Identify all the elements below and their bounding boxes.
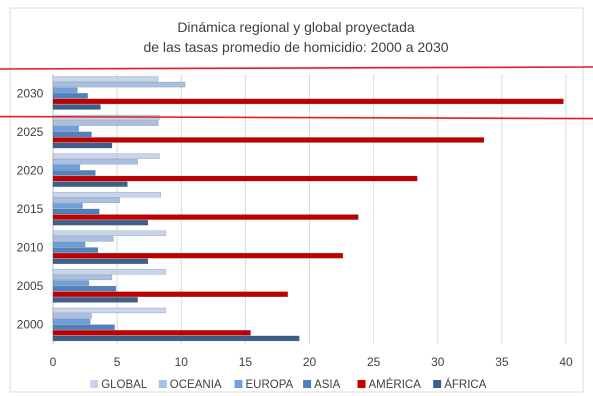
chart-title-line: Dinámica regional y global proyectada <box>177 19 415 35</box>
bar <box>52 104 101 110</box>
category-label: 2030 <box>17 86 44 100</box>
bar <box>52 297 138 303</box>
x-tick-label: 40 <box>559 355 573 369</box>
bar <box>52 208 100 215</box>
x-tick-label: 35 <box>495 355 509 369</box>
category-label: 2020 <box>17 163 44 177</box>
legend-swatch <box>303 380 312 388</box>
bar <box>52 98 564 105</box>
bar <box>52 158 138 165</box>
legend-label: ASIA <box>314 379 341 391</box>
bar <box>52 247 99 253</box>
bar <box>52 214 359 220</box>
bar <box>52 191 161 198</box>
bar <box>52 203 83 209</box>
bar <box>52 181 128 187</box>
chart-title-line: de las tasas promedio de homicidio: 2000… <box>143 39 448 55</box>
bar <box>52 153 160 159</box>
bar <box>52 258 149 265</box>
legend-swatch <box>158 380 167 388</box>
bar <box>52 330 251 336</box>
highlight-line-bottom <box>0 115 593 120</box>
category-label: 2005 <box>17 279 44 293</box>
bar <box>52 131 92 138</box>
bar <box>52 175 418 182</box>
category-label: 2000 <box>17 318 44 332</box>
bar <box>52 335 300 342</box>
bar <box>52 285 117 292</box>
category-label: 2015 <box>17 202 44 216</box>
bar <box>52 318 91 325</box>
x-tick-label: 10 <box>175 355 189 369</box>
x-axis-ticks: 0 5 10 15 20 25 30 35 40 <box>50 355 573 369</box>
bar <box>52 324 115 330</box>
bar <box>52 197 120 204</box>
legend-label: GLOBAL <box>101 379 148 391</box>
bar <box>52 93 88 99</box>
bar <box>52 241 86 248</box>
legend-swatch <box>357 380 366 388</box>
legend-label: OCEANIA <box>170 379 222 391</box>
bars <box>52 76 564 342</box>
category-labels: 2000 2005 2010 2015 2020 2025 2030 <box>17 86 44 331</box>
bar <box>52 76 159 82</box>
bar <box>52 170 96 176</box>
bar <box>52 291 288 297</box>
bar <box>52 87 78 93</box>
chart-title: Dinámica regional y global proyectada de … <box>143 19 448 55</box>
bar <box>52 142 113 149</box>
legend-label: EUROPA <box>246 379 294 391</box>
bar <box>52 269 167 275</box>
x-tick-label: 0 <box>50 355 57 369</box>
x-tick-label: 15 <box>239 355 253 369</box>
x-tick-label: 20 <box>303 355 317 369</box>
bar <box>52 307 167 314</box>
legend-swatch <box>433 380 442 388</box>
bar <box>52 164 81 171</box>
bar <box>52 126 79 132</box>
category-label: 2010 <box>17 241 44 255</box>
legend-swatch <box>90 380 99 388</box>
legend: GLOBAL OCEANIA EUROPA ASIA AMÉRICA ÁFRICA <box>90 378 487 391</box>
bar <box>52 313 92 319</box>
bar <box>52 120 159 126</box>
legend-label: AMÉRICA <box>369 378 422 391</box>
bar <box>52 230 167 237</box>
bar <box>52 280 90 286</box>
category-label: 2025 <box>17 125 44 139</box>
highlight-line-top <box>0 66 593 70</box>
bar <box>52 274 113 281</box>
bar <box>52 137 485 143</box>
legend-label: ÁFRICA <box>444 378 487 391</box>
bar <box>52 236 114 242</box>
bar <box>52 219 149 226</box>
highlight-lines <box>0 66 593 120</box>
bar <box>52 252 344 259</box>
x-tick-label: 25 <box>367 355 381 369</box>
legend-swatch <box>234 380 243 388</box>
x-tick-label: 30 <box>431 355 445 369</box>
bar <box>52 81 186 88</box>
x-tick-label: 5 <box>114 355 121 369</box>
